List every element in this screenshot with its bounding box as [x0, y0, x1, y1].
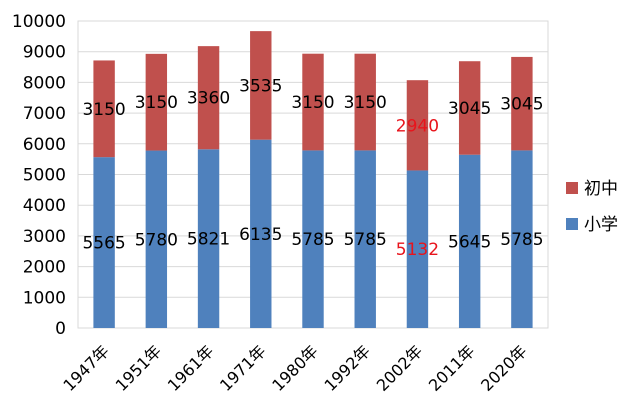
bars [93, 31, 533, 328]
y-tick-label: 1000 [23, 288, 66, 308]
bar-segment-primary [406, 170, 429, 328]
x-tick-label: 1947年 [59, 341, 113, 395]
bar-segment-primary [145, 150, 168, 328]
bar-segment-junior [197, 46, 220, 150]
y-tick-label: 4000 [23, 196, 66, 216]
data-label: 3360 [187, 89, 230, 109]
data-label: 3150 [82, 100, 125, 120]
x-axis-tick-labels: 1947年1951年1961年1971年1980年1992年2002年2011年… [59, 341, 530, 395]
y-tick-label: 10000 [12, 12, 66, 32]
data-label: 5821 [187, 230, 230, 250]
legend-swatch [566, 218, 578, 230]
bar-segment-junior [250, 31, 272, 140]
bar-segment-primary [302, 150, 324, 328]
bar-segment-junior [406, 80, 429, 171]
x-tick-label: 1961年 [164, 341, 218, 395]
legend-swatch [566, 182, 578, 194]
x-tick-label: 2011年 [425, 341, 479, 395]
y-tick-label: 5000 [23, 166, 66, 186]
x-tick-label: 2002年 [373, 341, 427, 395]
bar-segment-primary [93, 157, 115, 328]
bar-segment-primary [458, 154, 481, 328]
y-tick-label: 3000 [23, 227, 66, 247]
y-tick-label: 6000 [23, 135, 66, 155]
data-label: 3535 [239, 76, 282, 96]
bar-segment-junior [93, 60, 115, 158]
x-tick-label: 1951年 [112, 341, 166, 395]
data-label: 3045 [500, 95, 543, 115]
data-label: 5645 [448, 232, 491, 252]
y-tick-label: 0 [55, 319, 66, 339]
x-tick-label: 1971年 [216, 341, 270, 395]
data-label: 3045 [448, 99, 491, 119]
x-tick-label: 2020年 [477, 341, 531, 395]
bar-segment-junior [145, 53, 168, 151]
y-axis-tick-labels: 0 1000 2000 3000 4000 5000 6000 7000 8000 9000 100… [12, 12, 66, 339]
data-label: 3150 [344, 93, 387, 113]
bar-segment-primary [511, 150, 533, 328]
bar-segment-junior [458, 61, 481, 155]
data-label: 5785 [500, 230, 543, 250]
bar-segment-junior [511, 56, 533, 151]
bar-segment-primary [250, 139, 272, 328]
data-labels: 5565 3150 5780 3150 5821 3360 6135 3535 5785 3150… [82, 76, 543, 260]
y-tick-label: 2000 [23, 258, 66, 278]
data-label: 5785 [344, 230, 387, 250]
bar-segment-primary [197, 149, 220, 328]
data-label: 2940 [396, 116, 439, 136]
data-label: 5565 [82, 234, 125, 254]
x-tick-label: 1992年 [320, 341, 374, 395]
y-tick-label: 8000 [23, 73, 66, 93]
data-label: 3150 [135, 93, 178, 113]
data-label: 6135 [239, 225, 282, 245]
y-tick-label: 7000 [23, 104, 66, 124]
data-label: 3150 [291, 93, 334, 113]
legend-label: 小学 [584, 215, 618, 235]
data-label: 5132 [396, 240, 439, 260]
data-label: 5780 [135, 230, 178, 250]
bar-segment-primary [354, 150, 376, 328]
bar-segment-junior [302, 53, 324, 151]
x-tick-label: 1980年 [268, 341, 322, 395]
bar-segment-junior [354, 53, 376, 151]
legend-label: 初中 [584, 179, 618, 199]
y-tick-label: 9000 [23, 43, 66, 63]
data-label: 5785 [291, 230, 334, 250]
